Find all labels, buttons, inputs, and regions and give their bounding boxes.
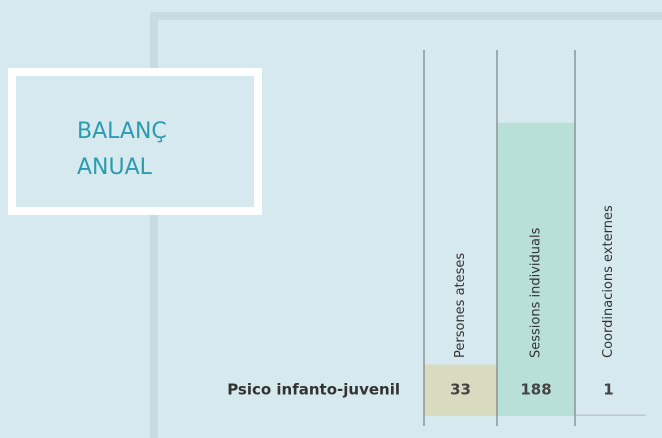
column-header: Persones ateses [453, 253, 468, 358]
column-header: Sessions individuals [529, 227, 544, 358]
frame [150, 12, 158, 438]
value-label: 1 [603, 381, 613, 399]
bar [575, 414, 646, 416]
chart-title: BALANÇ ANUAL [77, 119, 167, 180]
bar [424, 364, 497, 416]
title-box: BALANÇ ANUAL [8, 68, 262, 215]
value-label: 188 [520, 381, 551, 399]
frame [150, 12, 662, 20]
bar [497, 122, 575, 416]
value-label: 33 [450, 381, 471, 399]
column-header: Coordinacions externes [601, 205, 616, 358]
row-label: Psico infanto-juvenil [227, 381, 400, 399]
